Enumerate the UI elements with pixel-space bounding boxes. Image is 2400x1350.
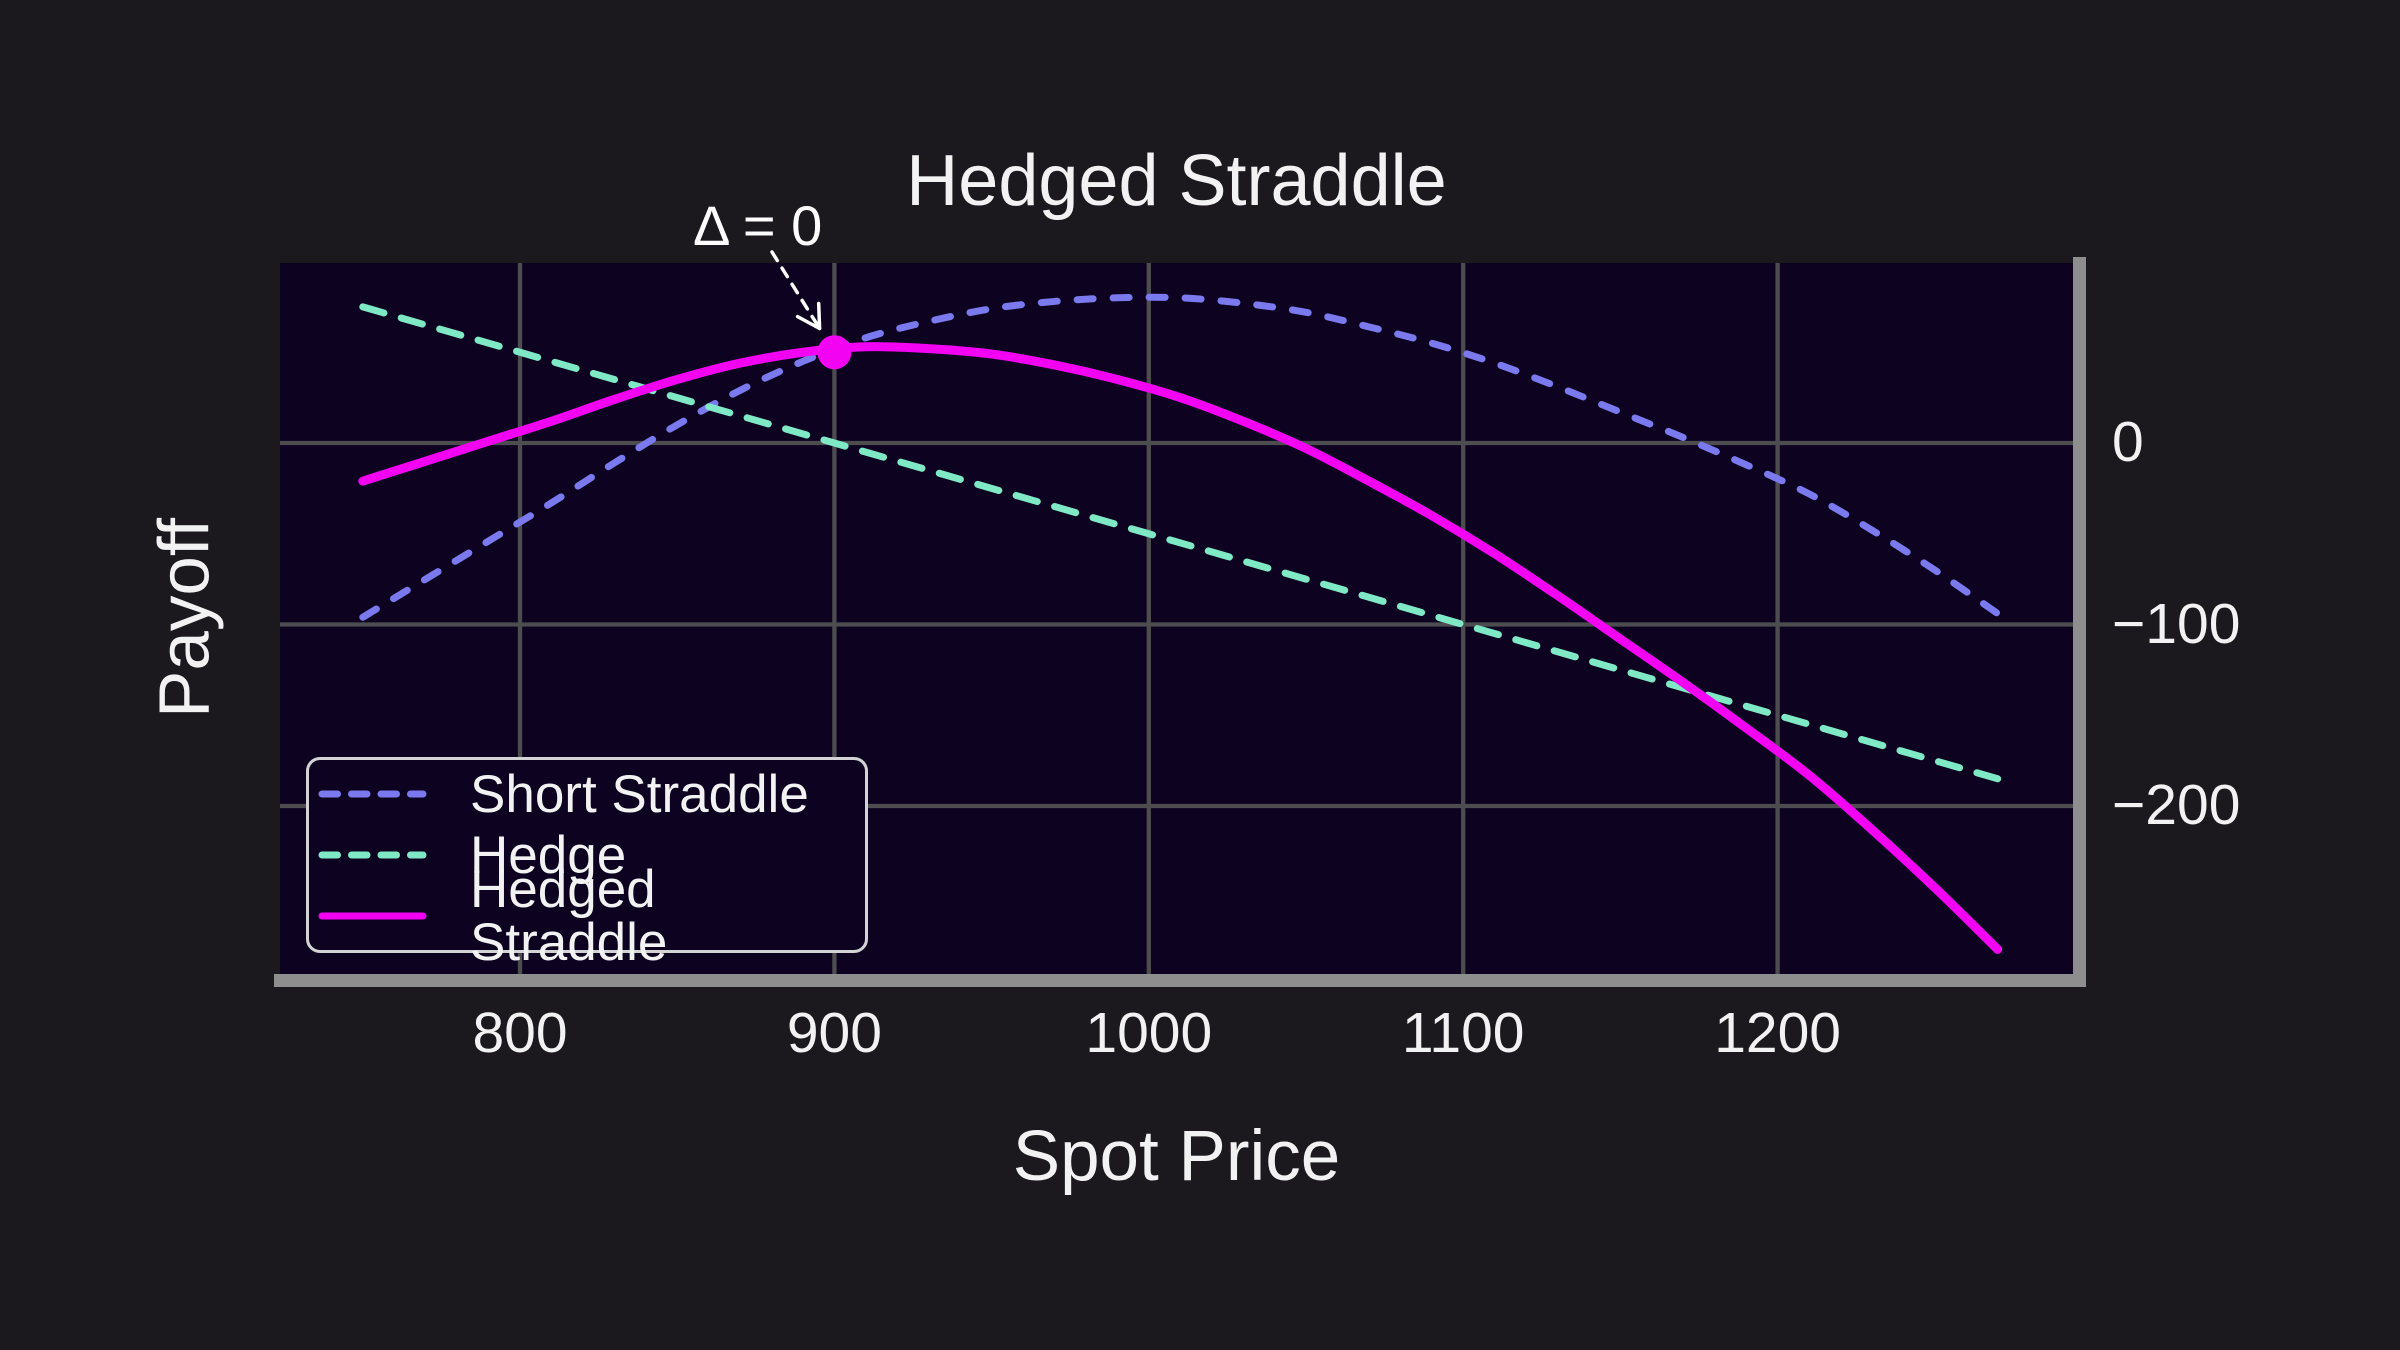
series-line-hedge <box>359 303 2002 783</box>
legend-sample-line-icon <box>318 912 427 920</box>
x-tick-label-900: 900 <box>786 1001 882 1065</box>
x-tick-label-1100: 1100 <box>1401 1001 1525 1065</box>
series-line-hedged-straddle <box>358 342 2003 954</box>
legend-label: Short Straddle <box>470 764 809 824</box>
legend-label: Hedged Straddle <box>470 860 668 972</box>
series-line-short-straddle <box>359 293 2002 621</box>
y-axis-label: Payoff <box>145 518 225 718</box>
y-tick-label-0: 0 <box>2112 410 2144 474</box>
legend-item-hedged-straddle: Hedged Straddle <box>309 863 865 969</box>
y-tick-label--200: −200 <box>2112 773 2241 837</box>
annotation-delta-zero-label: Δ = 0 <box>693 194 823 257</box>
x-axis-label: Spot Price <box>1012 1117 1341 1196</box>
delta-zero-marker <box>817 335 852 370</box>
x-tick-label-1000: 1000 <box>1085 1001 1213 1065</box>
bottom-spine-bar <box>274 974 2086 987</box>
x-tick-label-800: 800 <box>472 1001 568 1065</box>
legend: Short Straddle Hedge Hedged Straddle <box>306 757 868 969</box>
annotation-arrow-shaft <box>770 250 822 331</box>
annotation-arrowhead-icon <box>795 314 822 331</box>
legend-label: Hedge <box>470 825 627 885</box>
legend-item-short-straddle: Short Straddle <box>309 765 865 823</box>
x-tick-label-1200: 1200 <box>1714 1001 1841 1065</box>
y-tick-label--100: −100 <box>2112 591 2241 656</box>
legend-sample-line-icon <box>318 790 427 798</box>
right-spine-bar <box>2073 257 2086 987</box>
legend-item-hedge: Hedge <box>309 826 865 884</box>
chart-title: Hedged Straddle <box>906 141 1447 221</box>
legend-sample-line-icon <box>318 851 427 859</box>
annotation-arrowhead-icon <box>816 301 822 331</box>
